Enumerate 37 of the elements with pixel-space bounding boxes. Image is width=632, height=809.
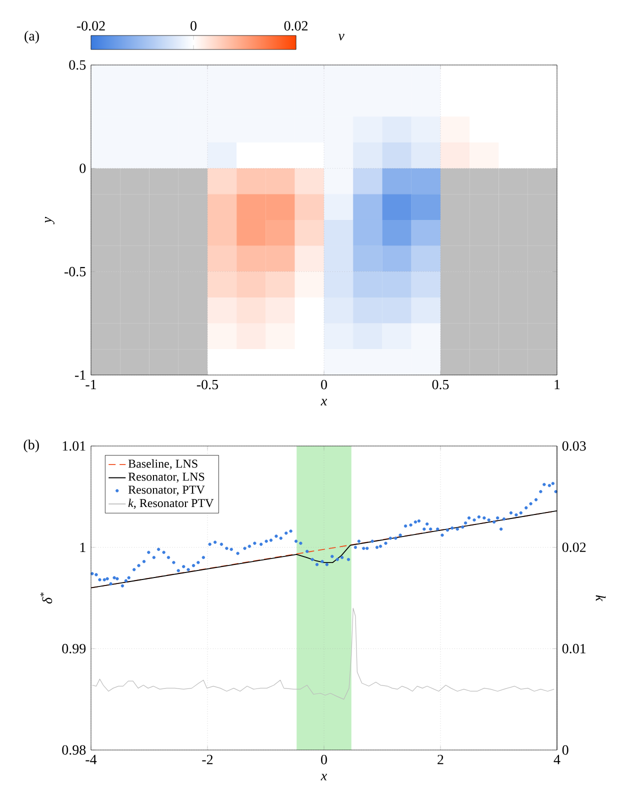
x-axis-title: x: [320, 398, 328, 406]
y2-tick-label: 0.03: [562, 441, 586, 451]
y-tick-label: 0: [80, 164, 86, 174]
y-tick-label: -0.5: [64, 266, 86, 276]
chart-title: (a): [24, 30, 39, 44]
color-bar-label: -0.02: [76, 21, 105, 31]
y2-tick-label: 0.01: [562, 644, 586, 654]
legend-label: Resonator, LNS: [128, 472, 204, 483]
color-bar-label: 0.02: [284, 21, 308, 31]
legend-label: Baseline, LNS: [128, 459, 198, 470]
x-tick-label: -2: [202, 754, 213, 764]
y-axis-title: y: [44, 216, 54, 224]
y-tick-label: -1: [74, 370, 86, 380]
x-axis-title: x: [320, 774, 327, 780]
y-tick-label: 1: [80, 542, 86, 552]
legend-label: k, Resonator PTV: [128, 498, 214, 509]
color-bar-title: v: [338, 34, 344, 40]
y2-axis-title: k: [596, 595, 606, 602]
x-tick-label: -0.5: [196, 380, 218, 390]
x-tick-label: 1: [554, 380, 560, 390]
legend-label: Resonator, PTV: [128, 486, 205, 496]
x-tick-label: 0: [321, 754, 327, 764]
y2-tick-label: 0.02: [562, 542, 586, 552]
x-tick-label: 2: [438, 754, 444, 764]
x-tick-label: 4: [554, 754, 560, 764]
y2-tick-label: 0: [562, 745, 568, 755]
x-tick-label: -4: [86, 754, 97, 764]
y-tick-label: 1.01: [62, 441, 86, 451]
y-tick-label: 0.98: [62, 745, 86, 755]
y-tick-label: 0.5: [69, 60, 86, 70]
x-tick-label: 0: [321, 380, 327, 390]
x-tick-label: 0.5: [432, 380, 449, 390]
chart-title: (b): [24, 440, 39, 452]
color-bar-label: 0: [190, 21, 196, 31]
line-series: [92, 608, 554, 700]
y-axis-title: δ$^{*}$: [40, 592, 52, 604]
y-tick-label: 0.99: [62, 644, 86, 654]
